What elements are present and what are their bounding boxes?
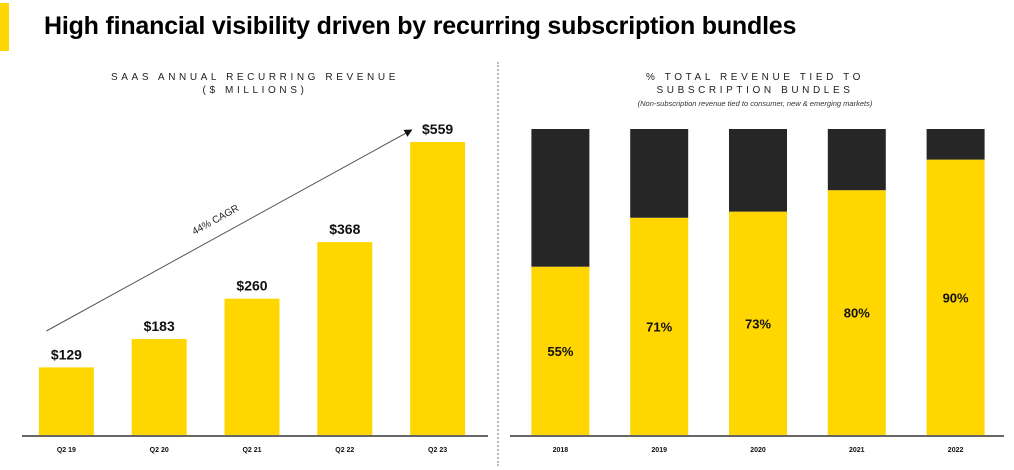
subscription-bar-2020	[729, 211, 787, 435]
subscription-x-tick-label: 2018	[553, 447, 569, 454]
subscription-bar-2018	[531, 266, 590, 435]
subscription-x-tick-label: 2020	[750, 447, 766, 454]
right-chart-subtitle: (Non-subscription revenue tied to consum…	[637, 99, 873, 108]
subscription-x-tick-label: 2021	[849, 447, 865, 454]
subscription-data-label: 71%	[646, 319, 672, 334]
subscription-x-tick-label: 2022	[948, 447, 964, 454]
right-chart-title: % TOTAL REVENUE TIED TO SUBSCRIPTION BUN…	[520, 71, 990, 97]
cagr-annotation: 44% CAGR	[191, 203, 242, 238]
non-subscription-bar-2020	[729, 129, 787, 212]
left-chart-title-line1: SAAS ANNUAL RECURRING REVENUE	[111, 72, 399, 83]
subscription-bar-2022	[926, 159, 985, 435]
arr-data-label: $129	[51, 346, 82, 362]
title-accent-bar	[0, 3, 9, 51]
cagr-arrow	[46, 129, 413, 332]
arr-data-label: $559	[422, 121, 453, 137]
non-subscription-bar-2019	[630, 129, 689, 218]
arr-bar-q2-20	[131, 339, 187, 435]
left-chart-title: SAAS ANNUAL RECURRING REVENUE ($ MILLION…	[40, 71, 470, 97]
arr-bar-q2-22	[317, 242, 373, 435]
arr-bar-q2-21	[224, 298, 280, 435]
arr-x-tick-label: Q2 19	[57, 447, 76, 454]
arr-x-tick-label: Q2 20	[150, 447, 169, 454]
subscription-x-tick-label: 2019	[651, 447, 667, 454]
chart-divider	[497, 62, 499, 466]
arr-x-tick-label: Q2 23	[428, 447, 447, 454]
subscription-bar-2019	[630, 217, 689, 435]
right-chart-title-line2: SUBSCRIPTION BUNDLES	[656, 85, 854, 96]
subscription-bar-2021	[827, 190, 886, 435]
subscription-data-label: 90%	[943, 290, 969, 305]
non-subscription-bar-2018	[531, 129, 590, 267]
arr-x-tick-label: Q2 22	[335, 447, 354, 454]
subscription-data-label: 73%	[745, 316, 771, 331]
arr-bar-q2-23	[410, 142, 466, 435]
arr-data-label: $260	[236, 278, 267, 294]
non-subscription-bar-2021	[827, 129, 886, 191]
arr-bar-q2-19	[38, 367, 94, 435]
right-chart-title-line1: % TOTAL REVENUE TIED TO	[645, 72, 865, 83]
non-subscription-bar-2022	[926, 129, 985, 160]
subscription-data-label: 55%	[547, 344, 573, 359]
arr-data-label: $183	[144, 318, 175, 334]
arr-data-label: $368	[329, 221, 360, 237]
arr-x-tick-label: Q2 21	[242, 447, 261, 454]
page-title: High financial visibility driven by recu…	[44, 12, 797, 40]
left-chart-title-line2: ($ MILLIONS)	[202, 85, 308, 96]
subscription-data-label: 80%	[844, 306, 870, 321]
